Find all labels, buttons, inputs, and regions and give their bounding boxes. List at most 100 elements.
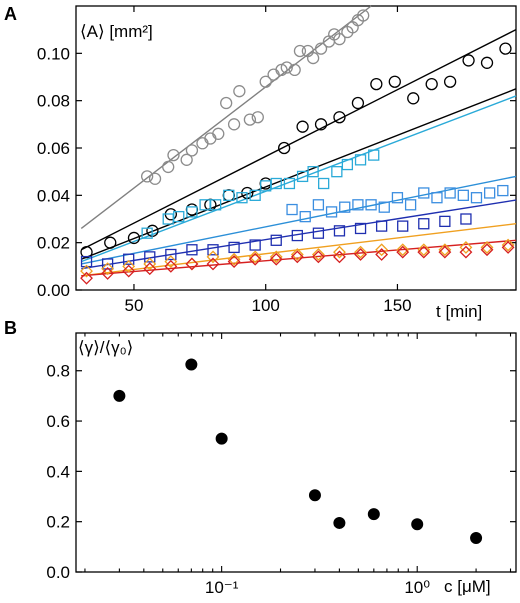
data-point-series-1 <box>296 120 309 133</box>
panel-b-x-tick-label: 10⁰ <box>404 578 430 597</box>
data-point-series-6 <box>354 245 367 259</box>
panel-b-data-point <box>411 518 424 531</box>
data-point-series-3 <box>354 154 367 166</box>
data-point-series-6 <box>248 250 262 264</box>
data-point-series-7 <box>480 243 494 257</box>
data-point-series-3 <box>341 158 354 171</box>
panel-a-markers <box>80 9 515 285</box>
data-point-series-3 <box>249 189 261 201</box>
panel-b-data-point <box>113 389 126 402</box>
data-point-series-6 <box>269 250 283 264</box>
data-point-series-3 <box>209 199 222 211</box>
data-point-series-1 <box>407 92 420 105</box>
data-point-series-1 <box>480 56 494 69</box>
data-point-series-6 <box>480 240 494 254</box>
data-point-series-6 <box>333 245 346 259</box>
panel-a-plot-frame <box>75 5 517 291</box>
data-point-series-0 <box>167 148 180 162</box>
data-point-series-1 <box>499 42 512 55</box>
data-point-series-0 <box>357 9 370 22</box>
data-point-series-1 <box>222 189 235 202</box>
panel-a: A 50 100 150 0.00 0.02 0.04 0.06 0.08 0.10 ⟨A⟩ [… <box>4 4 517 321</box>
data-point-series-1 <box>388 75 401 88</box>
data-point-series-1 <box>425 77 438 91</box>
data-point-series-5 <box>397 220 409 232</box>
data-point-series-3 <box>173 210 185 223</box>
panel-a-y-axis-label: ⟨A⟩ [mm²] <box>80 22 153 41</box>
data-point-series-6 <box>311 248 325 261</box>
panel-a-x-axis-label: t [min] <box>436 302 482 321</box>
data-point-series-1 <box>185 203 199 216</box>
data-point-series-6 <box>438 243 452 257</box>
panel-a-y-tick-label: 0.08 <box>37 92 70 111</box>
data-point-series-3 <box>283 177 296 190</box>
data-point-series-7 <box>248 252 262 266</box>
data-point-series-0 <box>243 113 257 126</box>
data-point-series-4 <box>352 199 364 211</box>
data-point-series-0 <box>227 118 241 131</box>
panel-a-y-tick-label: 0.00 <box>37 281 70 300</box>
panel-b-x-tick-label: 10⁻¹ <box>205 578 239 597</box>
panel-b-ticks: 10⁻¹ 10⁰ 0.0 0.2 0.4 0.6 0.8 <box>46 333 516 597</box>
panel-a-x-tick-label: 100 <box>252 296 280 315</box>
data-point-series-0 <box>212 127 225 140</box>
data-point-series-6 <box>227 252 241 266</box>
panel-b: B 10⁻¹ 10⁰ 0.0 0.2 0.4 0.6 0.8 ⟨γ⟩/⟨γ₀⟩ c [μM] <box>4 318 517 597</box>
data-point-series-7 <box>501 240 515 254</box>
panel-a-y-tick-label: 0.06 <box>37 139 70 158</box>
data-point-series-0 <box>259 75 272 88</box>
fit-line-series-4 <box>81 175 517 265</box>
data-point-series-0 <box>280 61 293 74</box>
panel-b-x-axis-label: c [μM] <box>444 577 491 596</box>
data-point-series-4 <box>484 187 496 199</box>
data-point-series-4 <box>325 206 338 218</box>
data-point-series-7 <box>143 262 157 276</box>
data-point-series-7 <box>80 271 93 285</box>
data-point-series-0 <box>293 44 307 58</box>
panel-a-y-tick-label: 0.10 <box>37 44 70 63</box>
data-point-series-7 <box>206 257 220 271</box>
panel-a-x-tick-label: 150 <box>383 296 411 315</box>
data-point-series-0 <box>180 153 193 166</box>
data-point-series-0 <box>288 63 301 77</box>
data-point-series-3 <box>186 206 198 218</box>
data-point-series-4 <box>404 199 417 211</box>
data-point-series-3 <box>270 177 282 190</box>
data-point-series-0 <box>251 111 264 124</box>
data-point-series-3 <box>223 189 235 201</box>
data-point-series-1 <box>127 231 141 245</box>
data-point-series-4 <box>365 199 377 211</box>
data-point-series-1 <box>370 77 383 91</box>
panel-b-y-tick-label: 0.8 <box>46 362 70 381</box>
data-point-series-7 <box>164 259 178 273</box>
data-point-series-4 <box>299 210 311 223</box>
data-point-series-1 <box>462 54 475 67</box>
data-point-series-4 <box>391 192 404 204</box>
data-point-series-5 <box>165 248 177 261</box>
data-point-series-0 <box>314 42 328 55</box>
data-point-series-1 <box>80 245 93 259</box>
panel-b-data-point <box>308 489 321 502</box>
panel-b-y-tick-label: 0.2 <box>46 513 70 532</box>
data-point-series-5 <box>123 253 135 265</box>
data-point-series-5 <box>186 244 198 256</box>
data-point-series-3 <box>318 177 330 190</box>
data-point-series-6 <box>206 250 220 264</box>
data-point-series-4 <box>339 201 351 213</box>
data-point-series-0 <box>204 132 217 145</box>
data-point-series-7 <box>269 252 283 266</box>
data-point-series-7 <box>122 264 136 278</box>
data-point-series-0 <box>162 160 175 174</box>
data-point-series-5 <box>460 213 472 225</box>
data-point-series-0 <box>196 137 209 150</box>
data-point-series-5 <box>418 218 430 230</box>
data-point-series-6 <box>80 264 93 278</box>
data-point-series-0 <box>185 144 199 157</box>
data-point-series-6 <box>375 243 389 257</box>
panel-a-x-tick-label: 50 <box>125 296 144 315</box>
data-point-series-5 <box>207 244 219 256</box>
data-point-series-6 <box>501 238 515 252</box>
data-point-series-1 <box>443 75 457 88</box>
data-point-series-1 <box>277 141 291 155</box>
fit-line-series-3 <box>81 95 517 263</box>
